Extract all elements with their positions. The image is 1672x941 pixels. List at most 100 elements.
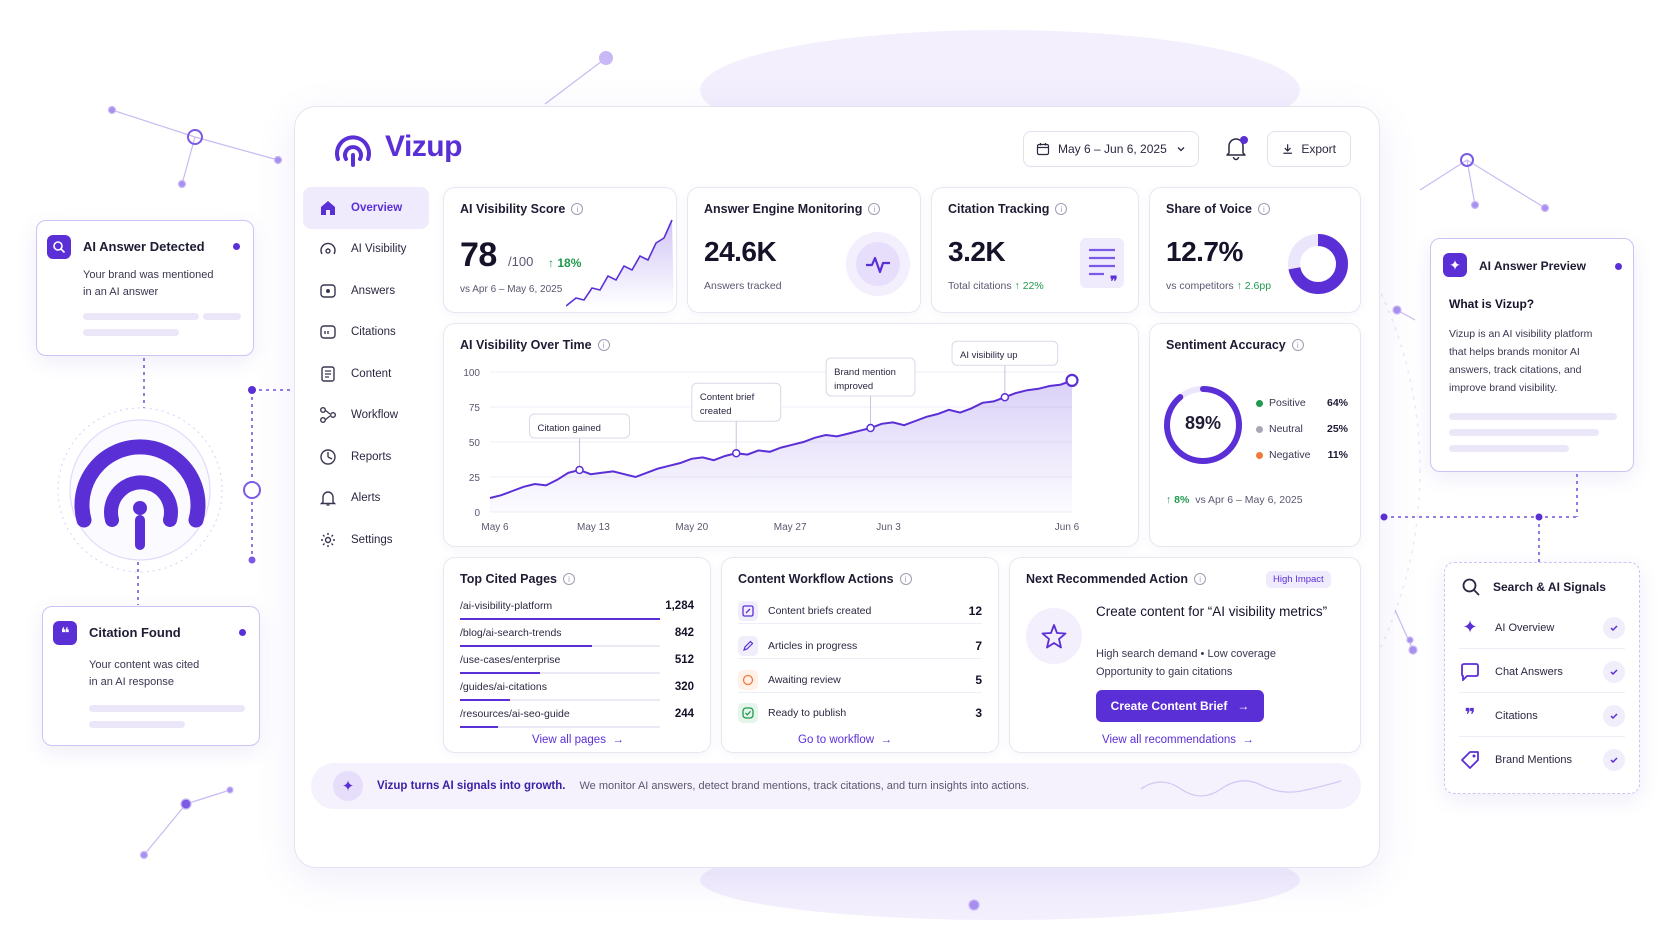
date-range-picker[interactable]: May 6 – Jun 6, 2025	[1023, 131, 1199, 167]
sidebar-item-settings[interactable]: Settings	[303, 519, 429, 561]
search-icon	[1462, 578, 1480, 596]
chat-icon	[1459, 661, 1481, 683]
kpi-suffix: /100	[508, 254, 534, 269]
footer-banner: ✦ Vizup turns AI signals into growth. We…	[311, 763, 1361, 809]
page-row[interactable]: /blog/ai-search-trends 842	[460, 627, 694, 639]
view-all-pages-link[interactable]: View all pages →	[532, 734, 624, 746]
download-icon	[1283, 144, 1292, 154]
sidebar-item-workflow[interactable]: Workflow	[303, 395, 429, 437]
annotation-box	[691, 382, 782, 422]
page-row[interactable]: /use-cases/enterprise 512	[460, 654, 694, 666]
pulse-icon	[846, 232, 910, 296]
latest-point	[1065, 373, 1079, 388]
page-bar	[460, 699, 660, 701]
kpi-share-card[interactable]: Share of Voice i 12.7% vs competitors ↑ 2…	[1149, 187, 1361, 313]
workflow-row[interactable]: Content briefs created 12	[738, 598, 982, 624]
workflow-icon	[320, 407, 336, 424]
citations-icon	[320, 325, 336, 339]
float-title: Citation Found	[89, 625, 181, 640]
sidebar-item-label: Alerts	[351, 492, 381, 505]
signal-row[interactable]: Chat Answers	[1459, 651, 1625, 693]
quote-icon: ❝	[53, 621, 77, 645]
kpi-value: 3.2K	[948, 236, 1006, 267]
sidebar-nav: Overview AI Visibility Answers Citations…	[303, 187, 429, 561]
page-bar	[460, 618, 660, 620]
skeleton-line	[83, 329, 179, 336]
skeleton-line	[1449, 413, 1617, 420]
sidebar-item-label: Overview	[351, 201, 403, 214]
info-icon[interactable]: i	[1055, 203, 1068, 215]
annotation-box	[951, 340, 1059, 366]
page-row[interactable]: /resources/ai-seo-guide 244	[460, 708, 694, 720]
recommendation-line1: High search demand • Low coverage	[1096, 648, 1276, 660]
preview-question: What is Vizup?	[1449, 297, 1535, 311]
float-title: Search & AI Signals	[1493, 580, 1606, 594]
sidebar-item-label: AI Visibility	[351, 243, 407, 256]
kpi-value: 78	[460, 236, 497, 274]
legend-positive: Positive 64%	[1256, 390, 1348, 416]
kpi-answers-card[interactable]: Answer Engine Monitoring i 24.6K Answers …	[687, 187, 921, 313]
float-title: AI Answer Detected	[83, 239, 205, 254]
info-icon[interactable]: i	[597, 339, 610, 351]
citation-found-card[interactable]: ❝ Citation Found Your content was cited i…	[42, 606, 260, 746]
signal-row[interactable]: ❞ Citations	[1459, 695, 1625, 737]
workflow-row[interactable]: Ready to publish 3	[738, 700, 982, 726]
kpi-title: Citation Tracking i	[948, 202, 1068, 216]
x-tick-label: Jun 3	[876, 522, 901, 533]
share-donut	[1288, 234, 1348, 294]
workflow-row[interactable]: Awaiting review 5	[738, 667, 982, 693]
view-recommendations-link[interactable]: View all recommendations →	[1102, 734, 1254, 746]
workflow-title: Content Workflow Actions i	[738, 572, 912, 586]
float-text: Your brand was mentioned in an AI answer	[83, 269, 214, 298]
ai-answer-preview-card[interactable]: ✦ AI Answer Preview What is Vizup? Vizup…	[1430, 238, 1634, 472]
kpi-value: 24.6K	[704, 236, 777, 267]
sidebar-item-label: Content	[351, 367, 392, 380]
info-icon[interactable]: i	[899, 573, 912, 585]
top-pages-title: Top Cited Pages i	[460, 572, 576, 586]
info-icon[interactable]: i	[571, 203, 584, 215]
ai-answer-detected-card[interactable]: AI Answer Detected Your brand was mentio…	[36, 220, 254, 356]
sidebar-item-content[interactable]: Content	[303, 353, 429, 395]
kpi-title: Answer Engine Monitoring i	[704, 202, 881, 216]
kpi-sparkline	[566, 219, 674, 308]
sidebar-item-ai-visibility[interactable]: AI Visibility	[303, 229, 429, 271]
info-icon[interactable]: i	[563, 573, 576, 585]
page-row[interactable]: /ai-visibility-platform 1,284	[460, 600, 694, 612]
notification-bell-icon[interactable]	[1221, 133, 1251, 163]
signal-row[interactable]: ✦ AI Overview	[1459, 607, 1625, 649]
answers-icon	[320, 284, 336, 298]
share-arc	[1288, 234, 1348, 294]
signal-row[interactable]: Brand Mentions	[1459, 739, 1625, 781]
kpi-visibility-card[interactable]: AI Visibility Score i 78 /100 ↑ 18% vs Ap…	[443, 187, 677, 313]
page-bar	[460, 726, 660, 728]
x-tick-label: May 20	[675, 522, 708, 533]
export-button[interactable]: Export	[1267, 131, 1351, 167]
info-icon[interactable]: i	[868, 203, 881, 215]
info-icon[interactable]: i	[1194, 573, 1207, 585]
footer-headline: Vizup turns AI signals into growth.	[377, 780, 566, 792]
sidebar-item-citations[interactable]: Citations	[303, 312, 429, 354]
kpi-citations-card[interactable]: Citation Tracking i 3.2K Total citations …	[931, 187, 1139, 313]
sidebar-item-overview[interactable]: Overview	[303, 187, 429, 229]
sentiment-card: Sentiment Accuracy i 89% Positive 64% Neut…	[1149, 323, 1361, 547]
content-icon	[321, 366, 335, 382]
app-logo[interactable]: Vizup	[331, 125, 462, 169]
app-name: Vizup	[385, 130, 462, 163]
sidebar-item-alerts[interactable]: Alerts	[303, 478, 429, 520]
info-icon[interactable]: i	[1257, 203, 1270, 215]
sentiment-delta: ↑ 8% vs Apr 6 – May 6, 2025	[1166, 494, 1303, 506]
page-row[interactable]: /guides/ai-citations 320	[460, 681, 694, 693]
create-content-brief-button[interactable]: Create Content Brief →	[1096, 690, 1264, 722]
sidebar-item-reports[interactable]: Reports	[303, 436, 429, 478]
info-icon[interactable]: i	[1291, 339, 1304, 351]
sidebar-item-label: Citations	[351, 326, 396, 339]
skeleton-line	[83, 313, 199, 320]
workflow-row[interactable]: Articles in progress 7	[738, 633, 982, 659]
x-tick-label: Jun 6	[1055, 522, 1080, 533]
go-to-workflow-link[interactable]: Go to workflow →	[798, 734, 892, 746]
recommendation-line2: Opportunity to gain citations	[1096, 666, 1233, 678]
kpi-subtext: Answers tracked	[704, 280, 782, 292]
search-ai-signals-card[interactable]: Search & AI Signals ✦ AI Overview Chat A…	[1444, 562, 1640, 794]
document-quote-icon: ❞	[1080, 238, 1124, 289]
sidebar-item-answers[interactable]: Answers	[303, 270, 429, 312]
